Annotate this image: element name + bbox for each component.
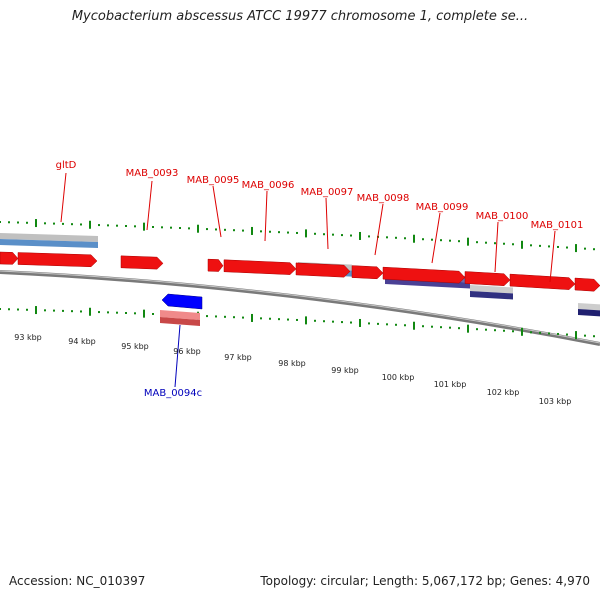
feature-track [470, 285, 513, 294]
reverse-gene-shadow [160, 310, 200, 320]
forward-gene-arrow[interactable] [509, 273, 576, 290]
gene-label[interactable]: MAB_0100 [476, 211, 529, 222]
feature-track [0, 239, 98, 249]
tick-row-top [0, 219, 595, 253]
leader-line [60, 172, 67, 223]
leader-line [549, 230, 556, 283]
gene-label[interactable]: MAB_0096 [242, 180, 295, 191]
forward-gene-arrow[interactable] [351, 265, 384, 280]
chromosome-backbone-highlight [0, 270, 600, 344]
gene-label[interactable]: MAB_0097 [301, 187, 354, 198]
forward-gene-arrow[interactable] [120, 255, 164, 270]
feature-track [0, 233, 98, 243]
forward-gene-arrow[interactable] [382, 266, 466, 284]
kbp-label: 94 kbp [68, 337, 96, 346]
kbp-label: 100 kbp [382, 373, 415, 382]
leader-line [174, 324, 181, 388]
kbp-label: 99 kbp [331, 366, 359, 375]
gene-label[interactable]: MAB_0101 [531, 220, 584, 231]
label-leaders [60, 172, 556, 388]
accession-text: Accession: NC_010397 [9, 574, 146, 588]
leader-line [431, 212, 441, 264]
forward-gene-arrow[interactable] [574, 277, 600, 292]
leader-line [264, 190, 268, 242]
chromosome-backbone [0, 270, 600, 346]
kbp-label: 102 kbp [487, 388, 520, 397]
forward-gene-arrow[interactable] [0, 251, 19, 265]
gene-label[interactable]: gltD [56, 160, 77, 171]
reverse-gene-arrow[interactable] [161, 293, 203, 310]
gene-label[interactable]: MAB_0094c [144, 388, 202, 399]
gene-label[interactable]: MAB_0098 [357, 193, 410, 204]
gene-label[interactable]: MAB_0095 [187, 175, 240, 186]
tick-row-bottom [0, 306, 595, 340]
map-title: Mycobacterium abscessus ATCC 19977 chrom… [71, 9, 529, 24]
reverse-gene-shadow [160, 317, 200, 326]
forward-gene-arrow[interactable] [17, 252, 98, 268]
forward-gene-arrow[interactable] [207, 258, 224, 272]
gene-label[interactable]: MAB_0093 [126, 168, 179, 179]
feature-track [385, 278, 470, 289]
genome-stats-text: Topology: circular; Length: 5,067,172 bp… [260, 574, 590, 588]
forward-gene-arrow[interactable] [295, 262, 351, 278]
kbp-label: 98 kbp [278, 359, 306, 368]
feature-track [578, 303, 600, 311]
forward-gene-arrow[interactable] [223, 259, 297, 275]
leader-line [146, 180, 153, 231]
leader-line [374, 203, 384, 256]
leader-line [212, 185, 222, 238]
leader-line [494, 221, 499, 273]
feature-track [470, 291, 513, 300]
kbp-label: 101 kbp [434, 380, 467, 389]
gene-features[interactable] [0, 251, 600, 326]
kbp-labels: 93 kbp 94 kbp 95 kbp 96 kbp 97 kbp 98 kbp 99 k… [14, 333, 571, 406]
kbp-label: 103 kbp [539, 397, 572, 406]
kbp-label: 96 kbp [173, 347, 201, 356]
kbp-label: 93 kbp [14, 333, 42, 342]
gene-label[interactable]: MAB_0099 [416, 202, 469, 213]
forward-gene-arrow[interactable] [464, 271, 511, 286]
feature-track [578, 309, 600, 317]
kbp-label: 97 kbp [224, 353, 252, 362]
kbp-label: 95 kbp [121, 342, 149, 351]
leader-line [325, 197, 329, 250]
